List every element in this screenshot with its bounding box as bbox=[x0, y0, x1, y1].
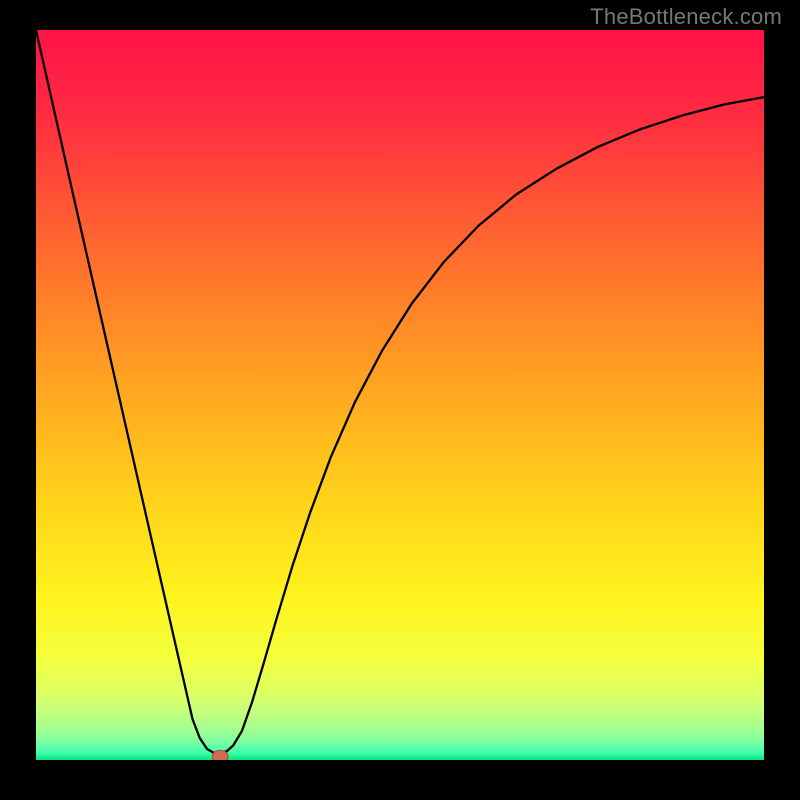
chart-plot bbox=[36, 30, 764, 760]
chart-frame: TheBottleneck.com bbox=[0, 0, 800, 800]
plot-background bbox=[36, 30, 764, 760]
optimal-point-marker bbox=[212, 750, 228, 760]
watermark-text: TheBottleneck.com bbox=[590, 4, 782, 30]
